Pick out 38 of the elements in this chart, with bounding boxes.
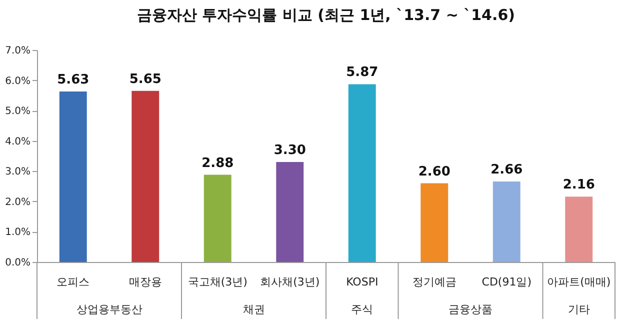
bar (204, 174, 232, 262)
text: 상업용부동산 (76, 303, 142, 316)
data-label: 2.16 (562, 178, 595, 193)
x-tick-label: CD(91일) (482, 276, 532, 288)
x-tick-label: 국고채(3년) (188, 276, 248, 288)
y-tick-label: 0.0% (5, 258, 30, 268)
y-tick-label: 6.0% (5, 76, 30, 87)
data-label: 3.30 (274, 143, 306, 158)
data-label: 2.88 (202, 156, 234, 171)
y-tick-label: 1.0% (5, 227, 30, 238)
x-tick-label: 정기예금 (412, 276, 456, 288)
y-tick-label: 2.0% (5, 196, 30, 208)
bar (565, 196, 593, 262)
y-tick-label: 3.0% (5, 166, 30, 178)
text: 금융상품 (448, 303, 492, 316)
x-tick-label: 매장용 (128, 276, 162, 288)
bar (348, 84, 376, 262)
x-tick-label: KOSPI (346, 276, 378, 288)
data-label: 2.60 (418, 164, 450, 180)
y-tick-label: 5.0% (5, 106, 30, 118)
y-tick-label: 4.0% (5, 136, 30, 148)
data-label: 5.63 (57, 72, 90, 88)
data-label: 5.65 (129, 72, 162, 87)
x-tick-label: 아파트(매매) (547, 276, 611, 288)
data-label: 5.87 (346, 65, 378, 80)
bar (420, 183, 448, 262)
y-tick-label: 7.0% (5, 46, 30, 56)
chart-title: 금융자산 투자수익률 비교 (최근 1년, `13.7 ~ `14.6) (137, 6, 515, 24)
bar (59, 91, 87, 262)
text: 채권 (242, 303, 265, 316)
text: 기타 (568, 303, 590, 316)
bar (132, 90, 160, 262)
data-label: 2.66 (490, 162, 523, 178)
text: 주식 (351, 303, 374, 316)
x-tick-label: 오피스 (56, 276, 90, 288)
x-tick-label: 회사채(3년) (260, 276, 320, 288)
bar (492, 181, 520, 262)
bar (276, 162, 304, 262)
